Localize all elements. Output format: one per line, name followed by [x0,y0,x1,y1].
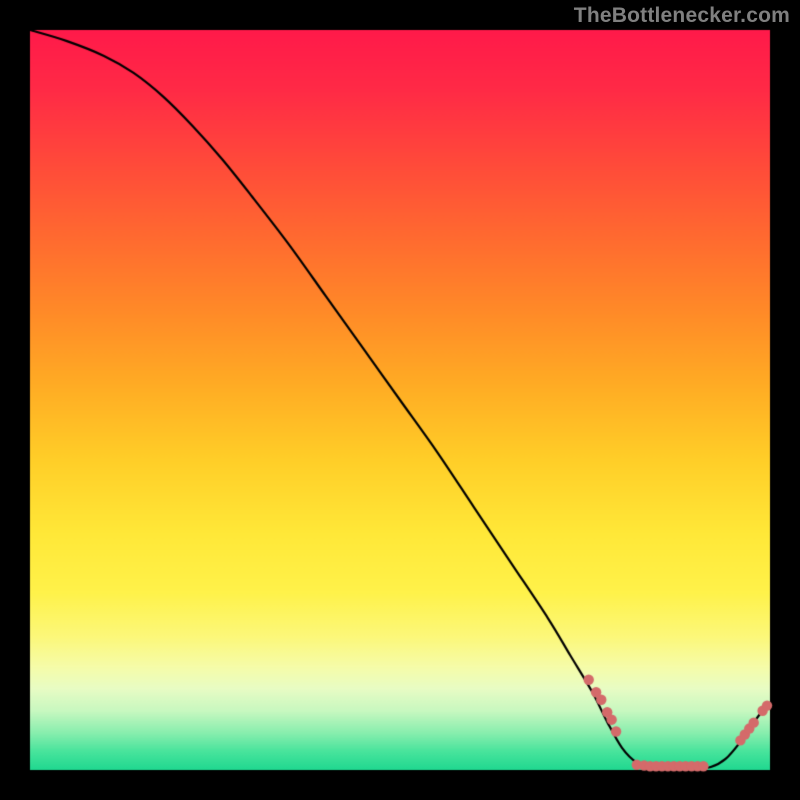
bottleneck-curve-chart [0,0,800,800]
chart-stage: TheBottlenecker.com [0,0,800,800]
